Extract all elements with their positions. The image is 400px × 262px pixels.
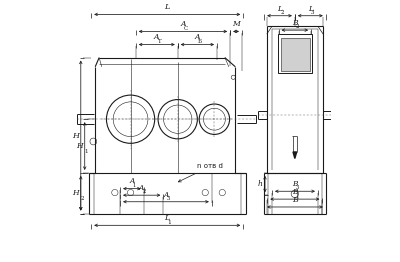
Text: 1: 1 xyxy=(168,220,172,225)
Text: H: H xyxy=(76,142,83,150)
Text: 2: 2 xyxy=(142,189,146,194)
Polygon shape xyxy=(293,152,297,159)
Text: 2: 2 xyxy=(296,24,299,29)
Text: 3: 3 xyxy=(296,185,299,190)
Text: C: C xyxy=(183,26,187,31)
Text: 2: 2 xyxy=(80,196,84,201)
Text: L: L xyxy=(308,4,313,13)
Text: A: A xyxy=(129,177,134,185)
Text: 3: 3 xyxy=(311,10,314,15)
Text: L: L xyxy=(164,3,170,11)
Text: A: A xyxy=(139,184,144,192)
Text: 2: 2 xyxy=(280,10,284,15)
Text: B: B xyxy=(292,19,298,27)
Text: A: A xyxy=(195,33,200,41)
Text: B: B xyxy=(292,196,298,204)
Text: A: A xyxy=(154,33,160,41)
Text: A: A xyxy=(163,190,169,199)
Text: 3: 3 xyxy=(167,196,170,201)
Text: T: T xyxy=(157,39,161,44)
Text: A: A xyxy=(180,20,186,28)
Text: B: B xyxy=(292,188,298,196)
Text: B: B xyxy=(292,180,298,188)
Bar xyxy=(281,38,310,71)
Text: h: h xyxy=(258,180,263,188)
Text: Б: Б xyxy=(198,39,202,44)
Text: H: H xyxy=(72,189,79,197)
Text: L: L xyxy=(277,4,282,13)
Bar xyxy=(278,34,312,73)
Text: n отв d: n отв d xyxy=(178,163,223,182)
Text: 1: 1 xyxy=(296,193,299,198)
Text: 1: 1 xyxy=(84,149,88,154)
Text: L: L xyxy=(164,214,170,222)
Text: H: H xyxy=(72,132,79,140)
Text: 1: 1 xyxy=(132,183,136,188)
Text: M: M xyxy=(232,20,240,28)
